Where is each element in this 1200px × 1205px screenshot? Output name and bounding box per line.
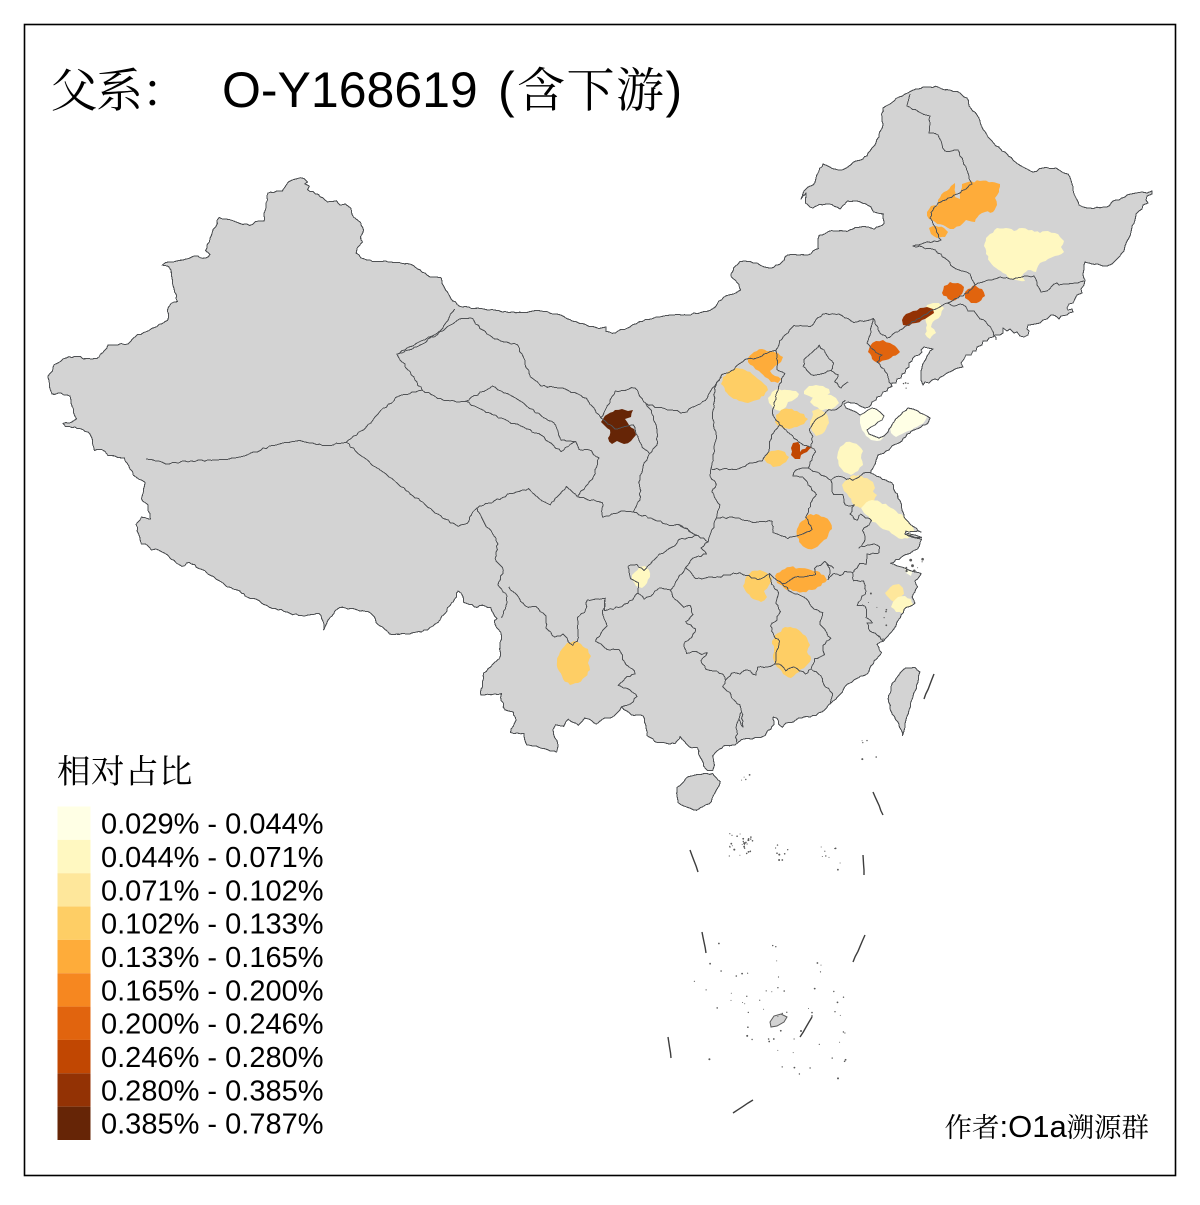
svg-text:0.200% - 0.246%: 0.200% - 0.246% bbox=[101, 1009, 323, 1041]
svg-text:0.280% - 0.385%: 0.280% - 0.385% bbox=[101, 1075, 323, 1107]
svg-text:0.133% - 0.165%: 0.133% - 0.165% bbox=[101, 942, 323, 974]
svg-text:0.102% - 0.133%: 0.102% - 0.133% bbox=[101, 909, 323, 941]
svg-text:0.246% - 0.280%: 0.246% - 0.280% bbox=[101, 1042, 323, 1074]
svg-text:0.071% - 0.102%: 0.071% - 0.102% bbox=[101, 875, 323, 907]
svg-text:(: ( bbox=[498, 62, 515, 118]
svg-text:0.029% - 0.044%: 0.029% - 0.044% bbox=[101, 809, 323, 841]
svg-text:0.385% - 0.787%: 0.385% - 0.787% bbox=[101, 1109, 323, 1141]
svg-text:0.044% - 0.071%: 0.044% - 0.071% bbox=[101, 842, 323, 874]
svg-text:O-Y168619: O-Y168619 bbox=[222, 62, 478, 118]
svg-text:): ) bbox=[666, 62, 683, 118]
svg-text:0.165% - 0.200%: 0.165% - 0.200% bbox=[101, 975, 323, 1007]
svg-text::O1a: :O1a bbox=[1000, 1109, 1068, 1144]
